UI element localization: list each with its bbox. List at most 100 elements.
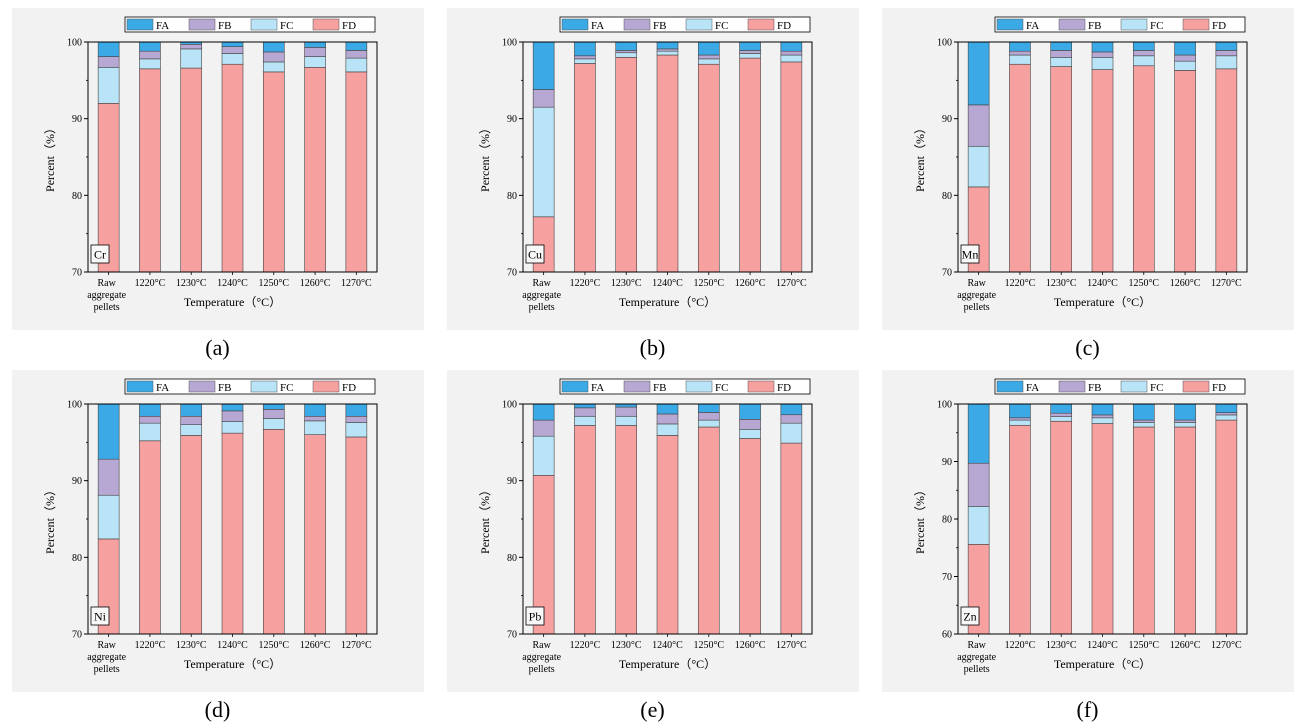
x-tick-label: Raw [967,278,986,289]
element-label: Ni [94,610,107,624]
bar-fa [739,41,761,51]
panel-label: (b) [639,335,666,360]
legend-label-fd: FD [342,20,356,32]
legend-swatch-fb [623,380,651,393]
bar-fb [780,414,803,424]
legend-label-fc: FC [1150,382,1163,394]
bar-fb [304,415,326,422]
x-tick-label: pellets [529,664,555,675]
bar-fa [1050,41,1073,51]
bar-fd [1091,423,1114,635]
element-label-box [960,244,980,264]
legend-label-fa: FA [1026,20,1039,32]
bar-fc [1215,414,1238,421]
bar-fa [615,41,638,51]
y-axis-title: Percent（%） [478,484,492,554]
x-tick-label: 1220°C [570,278,601,289]
element-label: Pb [529,610,542,624]
bar-fd [1174,70,1196,273]
panel-label: (c) [1075,335,1100,360]
bar-fc [304,56,326,68]
x-tick-label: pellets [94,664,120,675]
x-tick-label: 1270°C [1211,640,1242,651]
legend-swatch-fd [747,18,775,31]
bar-fc [1132,55,1155,67]
legend-label-fd: FD [1212,20,1226,32]
bar-fa [304,403,326,417]
x-tick-label: 1260°C [735,640,766,651]
panel-label: (d) [204,697,231,722]
bar-fa [345,403,368,417]
x-axis-title: Temperature（°C） [184,657,281,671]
panel-label: (f) [1076,697,1099,722]
bar-fc [574,58,596,64]
x-tick-label: 1260°C [300,278,331,289]
bar-fc [615,415,638,426]
bar-fa [574,41,596,57]
bar-fd [1091,69,1114,273]
y-tick-label: 100 [937,400,952,411]
bar-fc [180,424,203,436]
bar-fa [656,41,679,50]
legend-swatch-fc [250,18,278,31]
bar-fa [697,403,720,413]
legend: FA FB FC FD [994,16,1246,33]
bar-fd [739,57,761,273]
bar-fb [262,409,285,419]
bar-fd [780,442,803,635]
y-tick-label: 60 [942,630,952,641]
bar-fb [532,89,555,108]
x-tick-label: 1250°C [1128,278,1159,289]
x-tick-label: aggregate [87,290,126,301]
bar-fd [1050,66,1073,273]
bar-fa [139,403,161,417]
x-tick-label: 1240°C [652,640,683,651]
legend-swatch-fc [250,380,278,393]
bar-fb [1009,50,1031,56]
bar-fc [1132,422,1155,428]
bars [97,403,368,635]
bar-fb [1174,54,1196,62]
x-tick-label: pellets [964,302,990,313]
y-tick-label: 70 [942,268,952,279]
bar-fa [304,41,326,48]
bars [967,41,1238,273]
y-tick-label: 70 [942,572,952,583]
element-label-box [960,606,980,626]
bar-fb [304,47,326,57]
bar-fa [1174,403,1196,421]
bar-fc [574,415,596,426]
y-tick-label: 80 [72,553,82,564]
bar-fa [97,41,120,57]
y-tick-label: 100 [937,38,952,49]
bar-fd [697,63,720,273]
bar-fb [574,55,596,60]
y-tick-label: 80 [942,515,952,526]
bar-fc [780,422,803,444]
bar-fc [1174,422,1196,428]
y-tick-label: 100 [67,38,82,49]
legend-swatch-fb [1058,18,1086,31]
bar-fb [656,413,679,425]
legend-label-fa: FA [591,382,604,394]
legend-label-fa: FA [591,20,604,32]
bar-fb [697,412,720,421]
y-tick-label: 80 [72,191,82,202]
legend-label-fb: FB [653,382,666,394]
bar-fb [615,406,638,417]
bar-fb [1132,50,1155,57]
bar-fd [1215,419,1238,635]
legend-swatch-fd [312,380,340,393]
x-tick-label: 1240°C [652,278,683,289]
bar-fc [262,61,285,73]
bar-fa [967,41,990,106]
x-tick-label: 1240°C [217,278,248,289]
bar-fd [1009,424,1031,635]
element-label: Cr [94,248,106,262]
bar-fa [1174,41,1196,56]
x-tick-label: 1260°C [1170,278,1201,289]
x-tick-label: pellets [94,302,120,313]
x-tick-label: 1220°C [135,278,166,289]
